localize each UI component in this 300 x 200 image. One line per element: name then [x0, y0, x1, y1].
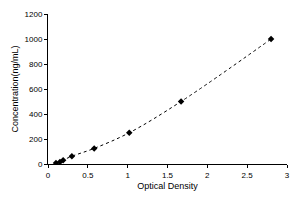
svg-text:Concentration(ng/mL): Concentration(ng/mL) — [10, 45, 20, 132]
svg-text:600: 600 — [29, 85, 43, 94]
svg-text:3: 3 — [285, 171, 290, 180]
svg-text:Optical Density: Optical Density — [137, 181, 198, 191]
svg-text:200: 200 — [29, 135, 43, 144]
svg-text:1: 1 — [125, 171, 130, 180]
svg-text:800: 800 — [29, 60, 43, 69]
svg-text:2.5: 2.5 — [242, 171, 254, 180]
svg-text:400: 400 — [29, 110, 43, 119]
svg-text:2: 2 — [205, 171, 210, 180]
svg-text:0.5: 0.5 — [82, 171, 94, 180]
svg-text:1000: 1000 — [25, 35, 43, 44]
svg-text:1200: 1200 — [25, 10, 43, 19]
svg-text:1.5: 1.5 — [162, 171, 174, 180]
svg-text:0: 0 — [46, 171, 51, 180]
svg-text:0: 0 — [38, 160, 43, 169]
